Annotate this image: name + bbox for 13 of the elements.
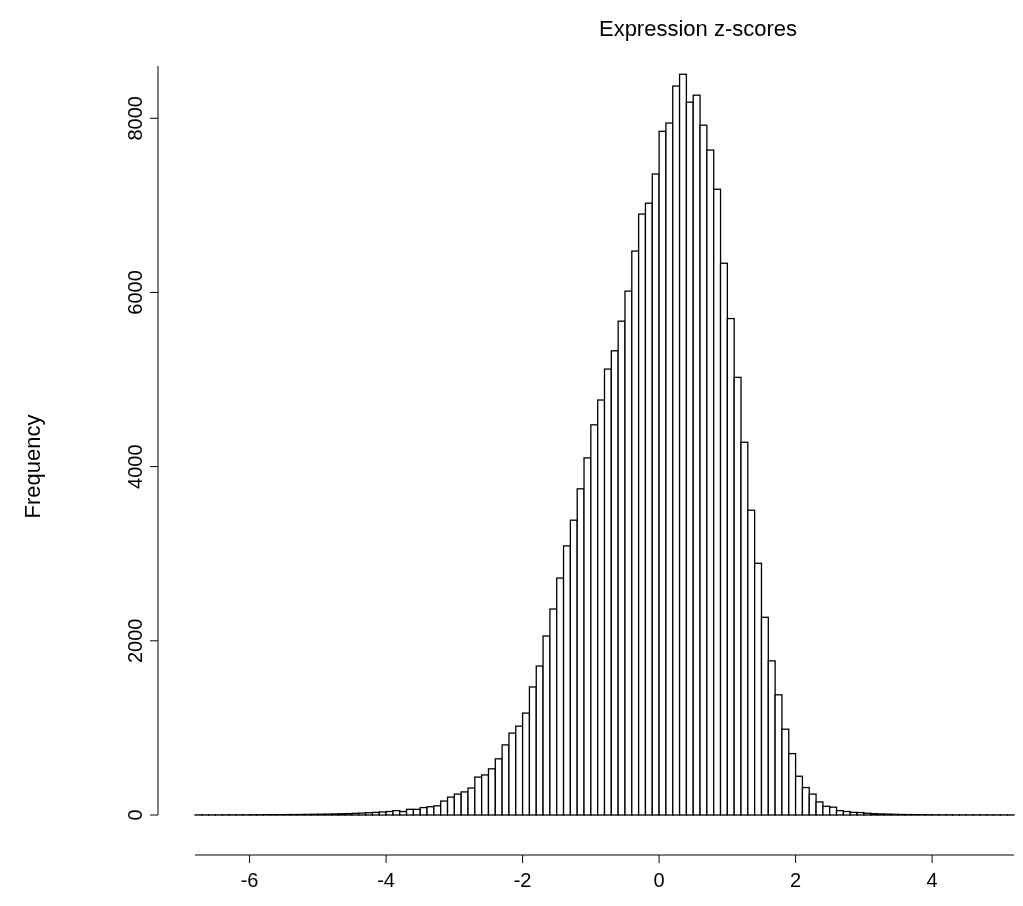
x-tick-label: -2 bbox=[513, 869, 532, 891]
x-tick-label: -4 bbox=[377, 869, 395, 891]
y-tick-label: 6000 bbox=[124, 270, 146, 315]
x-tick-label: -6 bbox=[240, 869, 259, 891]
x-tick-label: 0 bbox=[653, 869, 665, 891]
y-axis-title: Frequency bbox=[20, 414, 45, 519]
chart-title: Expression z-scores bbox=[598, 16, 798, 41]
y-tick-label: 2000 bbox=[124, 618, 146, 664]
y-tick-label: 4000 bbox=[124, 444, 146, 489]
y-tick-label: 0 bbox=[124, 809, 146, 821]
y-tick-label: 8000 bbox=[124, 96, 146, 141]
x-tick-label: 2 bbox=[790, 869, 802, 891]
x-tick-label: 4 bbox=[926, 869, 938, 891]
